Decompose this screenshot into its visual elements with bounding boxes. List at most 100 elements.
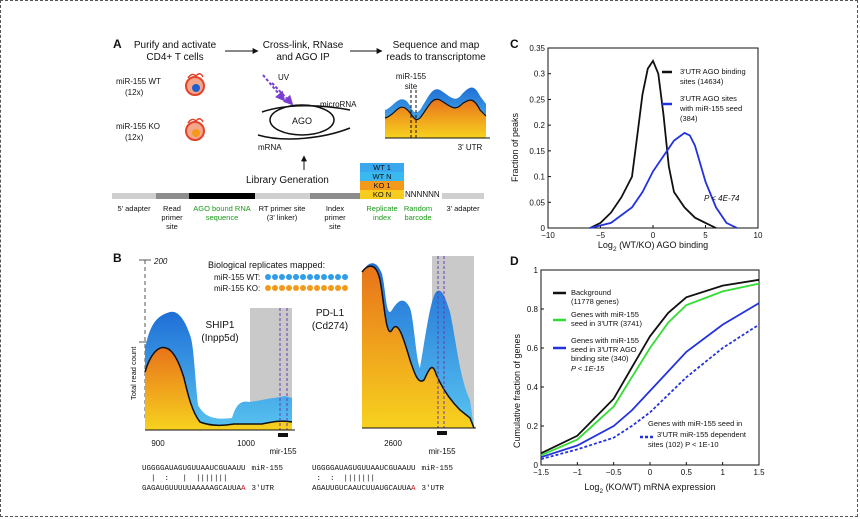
- ko-replicate-dot: [272, 285, 278, 291]
- wt-replicate-dot: [314, 274, 320, 280]
- x-tick-label: 0: [648, 468, 653, 477]
- ko-count: (12x): [125, 133, 144, 142]
- ko-replicate-dot: [293, 285, 299, 291]
- ko-replicate-dot: [342, 285, 348, 291]
- y-tick-label: 0.2: [534, 121, 546, 130]
- ship1-coverage: [144, 308, 295, 437]
- c-legend1-a: 3'UTR AGO binding: [680, 67, 746, 76]
- seg-index3: site: [329, 222, 341, 231]
- d-legend4-b: 3'UTR miR-155 dependent: [657, 430, 747, 439]
- seg-rand1: Random: [404, 204, 432, 213]
- ko-replicate-dot: [314, 285, 320, 291]
- y-tick-label: 0.3: [534, 70, 546, 79]
- d-legend1-b: (11778 genes): [571, 297, 619, 306]
- x-tick-label: −0.5: [606, 468, 622, 477]
- library-construct: [112, 193, 484, 199]
- seq1-mir-label: miR-155: [252, 465, 284, 473]
- wt-replicate-dot: [328, 274, 334, 280]
- d-legend2-a: Genes with miR-155: [571, 310, 639, 319]
- library-generation: Library Generation: [246, 175, 329, 186]
- y-tick-label: 0.4: [527, 383, 539, 392]
- seg-read3: site: [166, 222, 178, 231]
- panel-a: A Purify and activate CD4+ T cells Cross…: [112, 37, 490, 231]
- ago-protein: [269, 104, 335, 136]
- tick-900: 900: [151, 439, 165, 448]
- c-xlabel-log: Log: [598, 240, 613, 250]
- y-tick-label: 0.05: [529, 198, 545, 207]
- c-xlabel-post: (WT/KO) AGO binding: [617, 240, 709, 250]
- y-tick-label: 1: [534, 266, 539, 275]
- index-ko1: KO 1: [373, 181, 390, 190]
- ko-replicate-dot: [321, 285, 327, 291]
- legend-ko: miR-155 KO:: [214, 284, 260, 293]
- y-tick-label: 0: [541, 224, 546, 233]
- site-label-1: miR-155: [396, 72, 427, 81]
- wt-replicate-dot: [342, 274, 348, 280]
- ko-replicate-dot: [328, 285, 334, 291]
- seg-rep1: Replicate: [366, 204, 397, 213]
- wt-replicate-dot: [293, 274, 299, 280]
- y-tick-label: 0.15: [529, 147, 545, 156]
- ko-replicate-dot: [265, 285, 271, 291]
- index-wt1: WT 1: [373, 163, 391, 172]
- seg-read1: Read: [163, 204, 181, 213]
- d-legend3-d: P < 1E-15: [571, 364, 605, 373]
- series-line-3: [540, 323, 760, 460]
- d-legend3-b: seed in 3'UTR AGO: [571, 345, 637, 354]
- step1-line1: Purify and activate: [134, 40, 217, 51]
- y-tick-label: 0: [534, 461, 539, 470]
- d-ticks: −1.5 −1 −0.5 0 0.5 1 1.5 0 0.2 0.4 0.6 0.8 1: [527, 266, 765, 477]
- y-tick-label: 0.2: [527, 422, 539, 431]
- seq1-utr-red: A: [241, 485, 246, 493]
- x-tick-label: 0: [651, 231, 656, 240]
- gene1-alias: (Inpp5d): [201, 333, 238, 344]
- mir-label-1: mir-155: [269, 447, 297, 456]
- ko-replicate-dot: [279, 285, 285, 291]
- uv-label: UV: [278, 73, 290, 82]
- wt-replicate-dot: [265, 274, 271, 280]
- step2-line2: and AGO IP: [276, 52, 330, 63]
- series-line-2: [540, 302, 760, 459]
- seg-rt1: RT primer site: [259, 204, 306, 213]
- c-legend1-b: sites (14634): [680, 77, 724, 86]
- microrna-label: microRNA: [320, 100, 357, 109]
- y-tick-label: 0.25: [529, 95, 545, 104]
- pdl1-coverage: [361, 256, 476, 435]
- wt-replicate-dot: [335, 274, 341, 280]
- mrna-strand: [257, 127, 351, 140]
- ko-replicate-dot: [286, 285, 292, 291]
- b-ylabel: Total read count: [129, 346, 138, 400]
- step1-line2: CD4+ T cells: [146, 52, 203, 63]
- replicate-index-boxes: [360, 163, 404, 199]
- d-xlabel-sub: 2: [599, 488, 603, 495]
- seq1-utr-label: 3'UTR: [252, 485, 275, 493]
- seg-3adapter: 3' adapter: [446, 204, 480, 213]
- seq2-mir: UGGGGAUAGUGUUAAUCGUAAUU miR-155: [312, 465, 454, 473]
- wt-cell-icon: [185, 73, 205, 96]
- seq2-utr-red: A: [411, 485, 416, 493]
- c-ticks: −10 −5 0 5 10 0 0.05 0.1 0.15 0.2 0.25 0.3 0.35: [529, 44, 763, 240]
- x-tick-label: −1.5: [533, 468, 549, 477]
- x-tick-label: 5: [703, 231, 708, 240]
- seg-rt2: (3' linker): [267, 213, 298, 222]
- series-line-0: [540, 278, 760, 455]
- mini-peak-plot: [384, 87, 490, 139]
- axis-200: 200: [153, 257, 168, 266]
- y-tick-label: 0.6: [527, 344, 539, 353]
- x-tick-label: −5: [596, 231, 606, 240]
- seq2-utr: AGAUUGUCAAUCUUAUGCAUUAA 3'UTR: [312, 485, 445, 493]
- gene1-name: SHIP1: [206, 320, 235, 331]
- seq1-pair: | : | |||||||: [142, 475, 228, 483]
- seq2-mir-label: miR-155: [422, 465, 454, 473]
- wt-replicate-dot: [279, 274, 285, 280]
- d-ylabel: Cumulative fraction of genes: [512, 333, 522, 448]
- wt-replicate-dot: [321, 274, 327, 280]
- d-xlabel-log: Log: [584, 482, 599, 492]
- x-tick-label: 1.5: [753, 468, 765, 477]
- seq2-utr-label: 3'UTR: [422, 485, 445, 493]
- series-line-0: [589, 59, 717, 229]
- seq2-pair: : : |||||||: [312, 475, 375, 483]
- seq1-utr-a: GAGAUGUUUUUAAAAAGCAUUA: [142, 485, 242, 493]
- random-nnnn: NNNNNN: [405, 190, 440, 199]
- d-xlabel: Log2 (KO/WT) mRNA expression: [584, 482, 715, 495]
